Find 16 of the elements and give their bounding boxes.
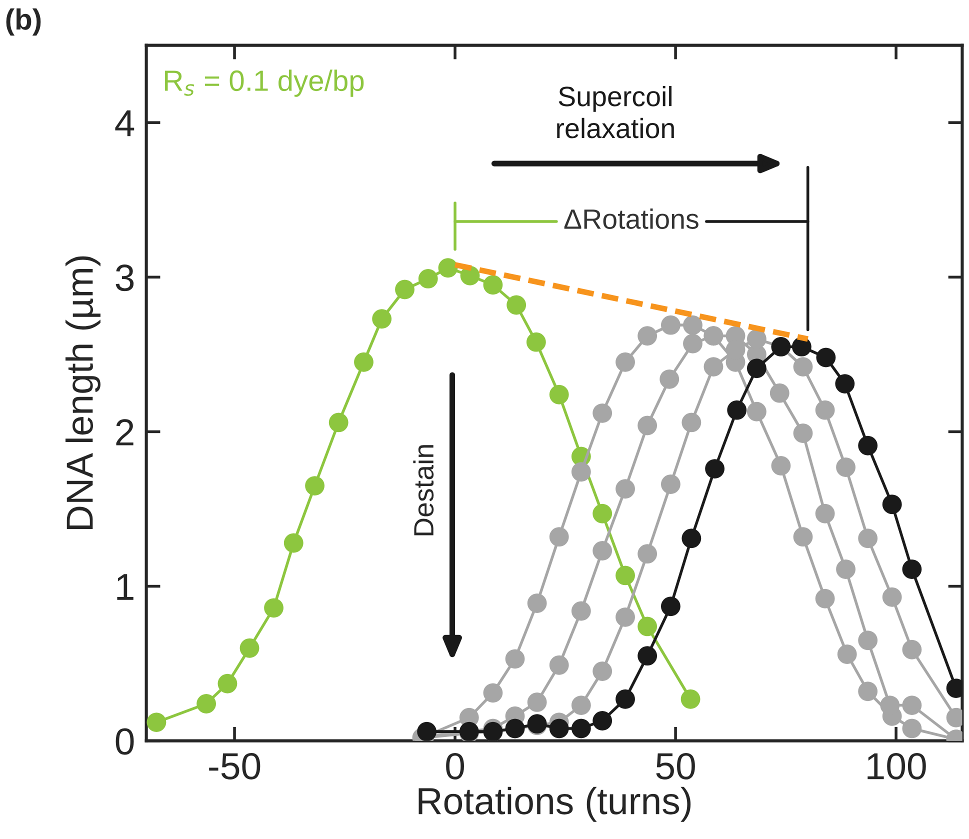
y-tick-label: 2 <box>116 419 134 446</box>
y-axis-title: DNA length (µm) <box>66 256 100 529</box>
chart-title: (b) <box>6 8 41 36</box>
y-tick-label: 1 <box>117 574 134 600</box>
annotation: Destain <box>413 445 434 536</box>
y-tick-label: 0 <box>116 728 134 755</box>
x-tick-label: 100 <box>868 752 926 780</box>
y-tick-label: 4 <box>115 110 134 136</box>
x-tick-label: -50 <box>209 752 260 780</box>
y-tick-label: 3 <box>116 264 134 292</box>
x-tick-label: 0 <box>446 752 464 780</box>
annotation: R$_{s}$ = 0.1 dye/bp <box>165 70 364 97</box>
x-tick-label: 50 <box>656 752 695 780</box>
x-axis-title: Rotations (turns) <box>418 786 691 822</box>
annotation: ΔRotations <box>564 208 698 229</box>
annotation: Supercoil relaxation <box>557 86 674 138</box>
